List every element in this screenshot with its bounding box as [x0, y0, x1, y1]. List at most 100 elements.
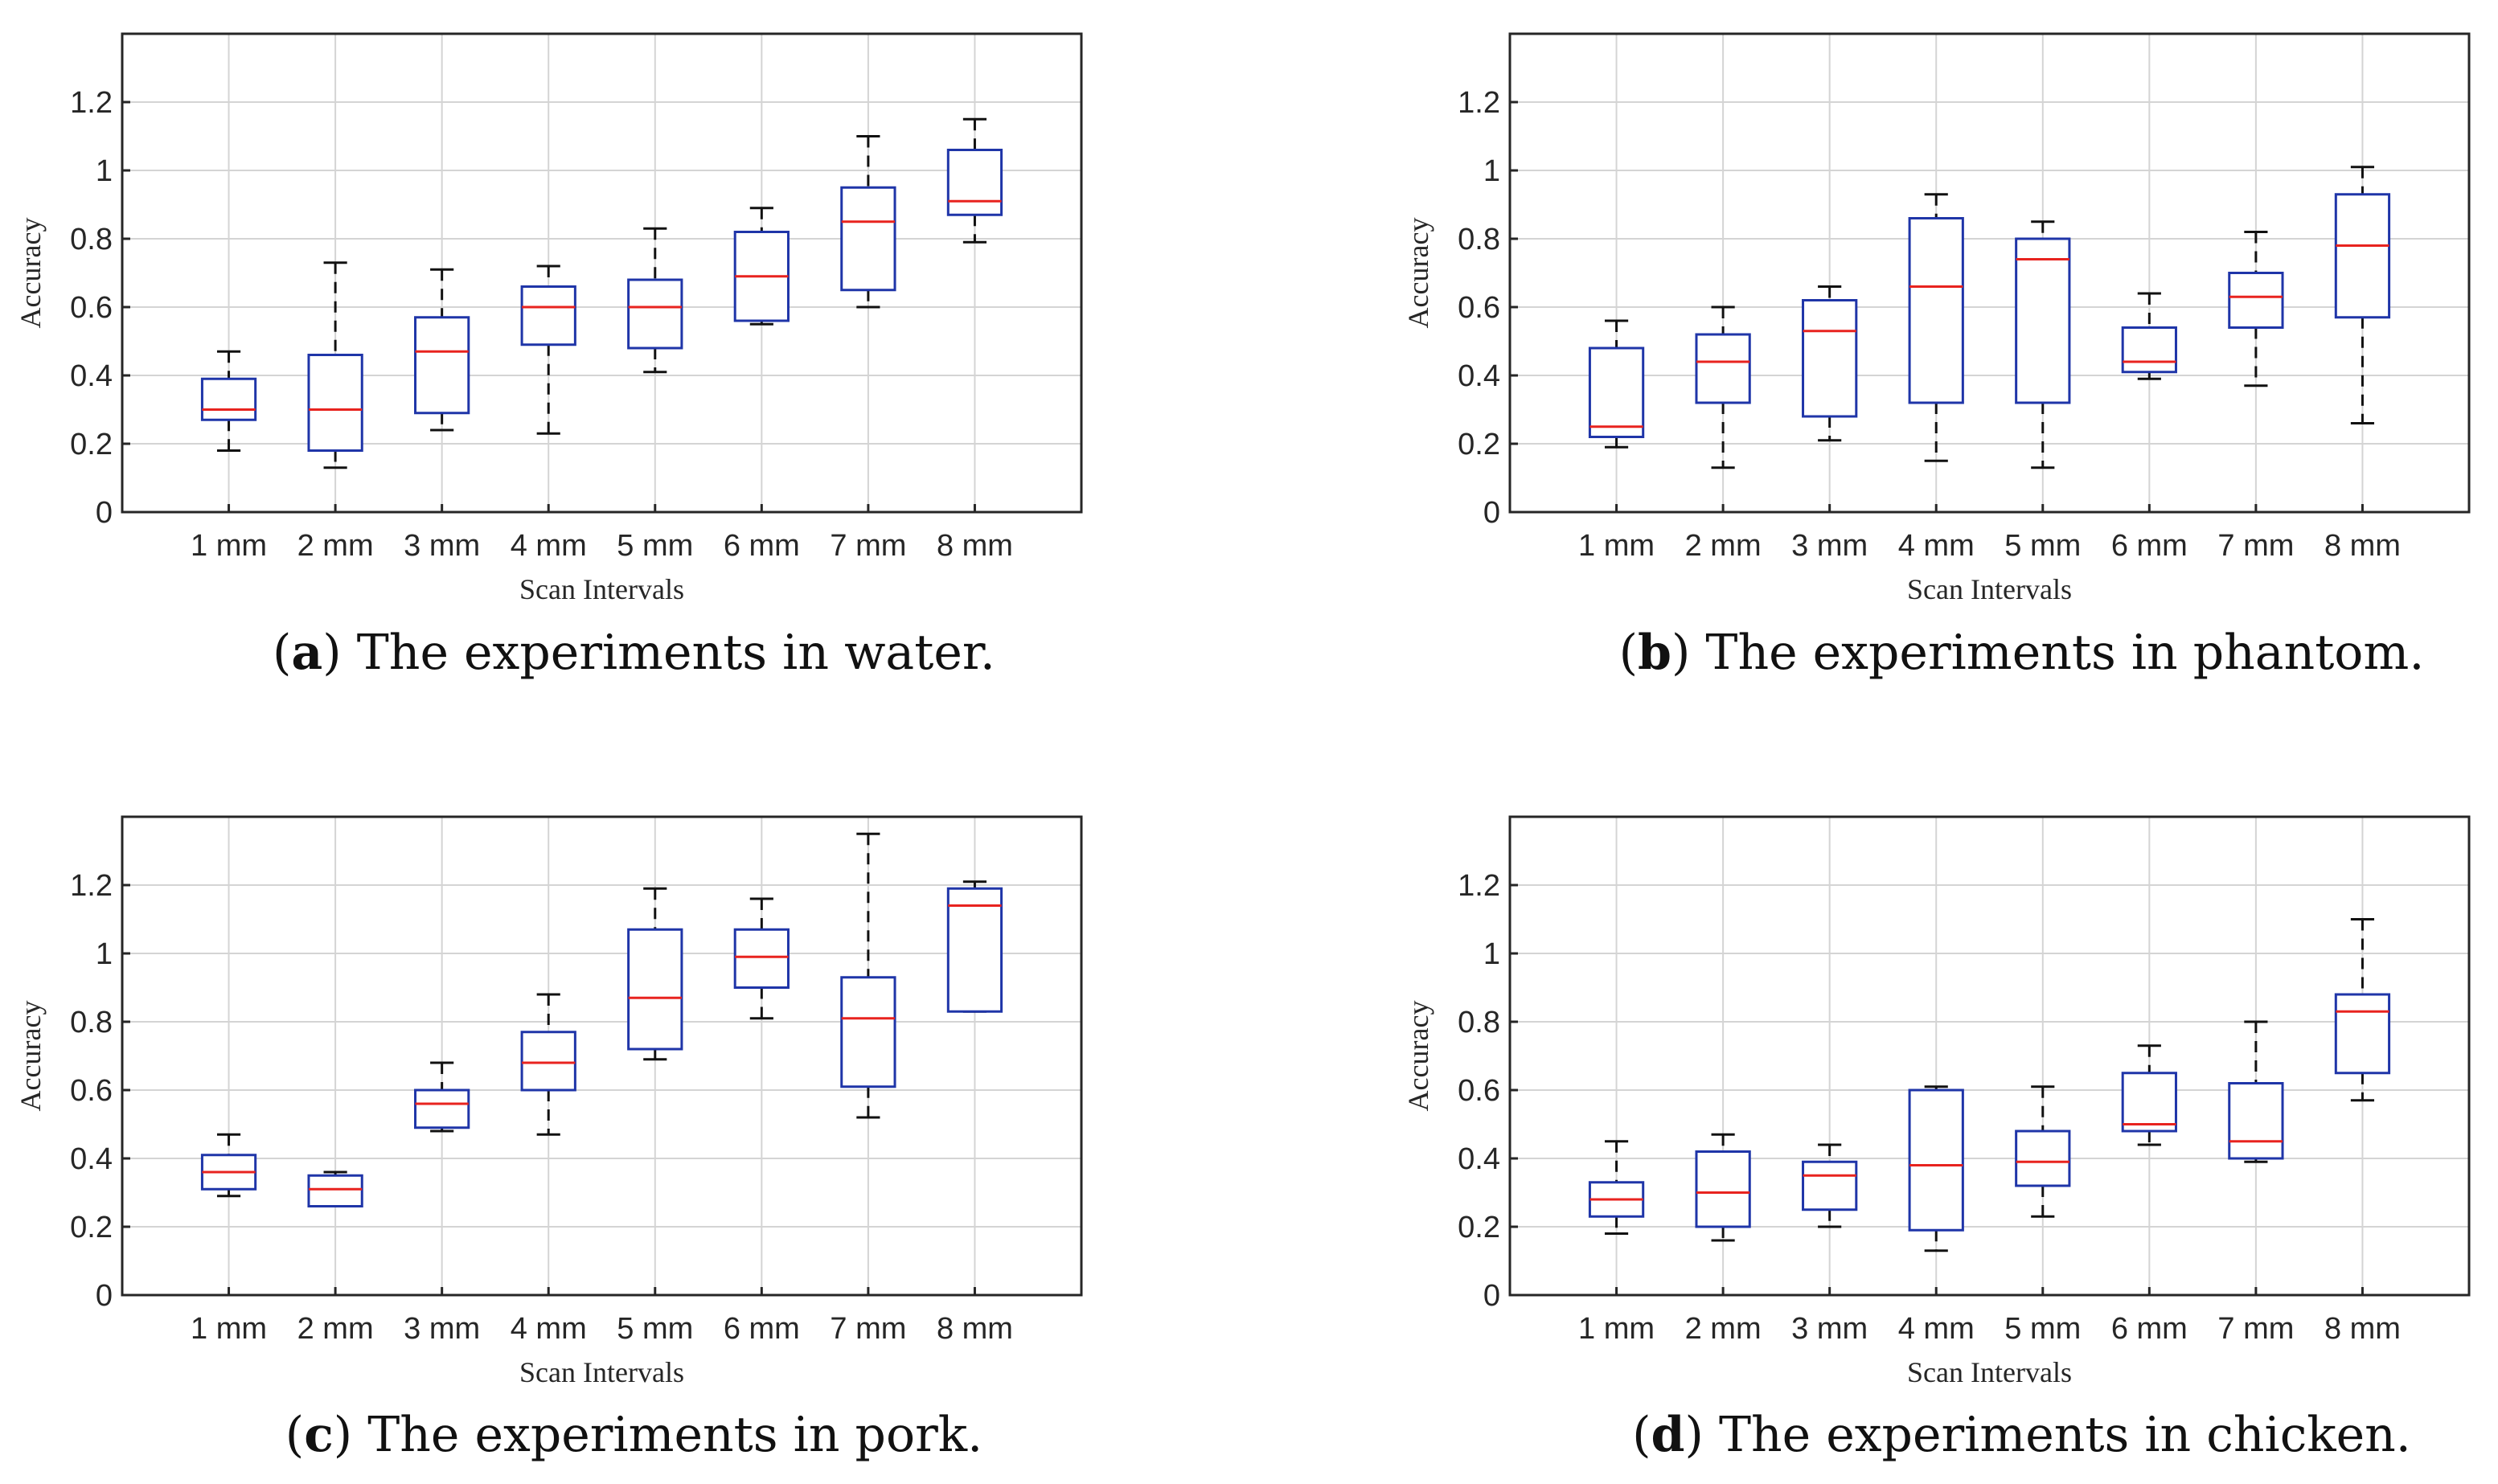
- x-tick-label: 8 mm: [937, 529, 1013, 563]
- y-tick-label: 0.6: [70, 1074, 113, 1108]
- box-2mm: [307, 1170, 363, 1207]
- iqr-box: [414, 1088, 470, 1129]
- x-tick-label: 6 mm: [724, 1312, 800, 1346]
- box-3mm: [414, 1061, 470, 1133]
- box-5mm: [627, 227, 683, 374]
- y-tick-label: 0.2: [70, 428, 113, 461]
- y-tick-label: 0.2: [1458, 1211, 1500, 1244]
- caption-text: ) The experiments in water.: [322, 625, 995, 681]
- box-7mm: [2228, 231, 2284, 387]
- x-axis-title: Scan Intervals: [519, 573, 684, 605]
- x-tick-label: 4 mm: [511, 1312, 587, 1346]
- box-3mm: [414, 268, 470, 432]
- y-tick-label: 1: [1483, 154, 1500, 188]
- chart-panel-b: 0 0.2 0.4 0.6 0.8 1 1.2 1 mm 2 mm 3 mm 4 mm 5 mm 6 m…: [1402, 32, 2471, 681]
- y-tick-label: 1.2: [1458, 869, 1500, 903]
- box-5mm: [2015, 1085, 2071, 1218]
- x-tick-label: 2 mm: [1685, 1312, 1762, 1346]
- y-tick-label: 0.4: [1458, 1142, 1500, 1176]
- y-tick-label: 0: [96, 496, 113, 530]
- y-tick-label: 0.6: [1458, 1074, 1500, 1108]
- x-tick-label: 6 mm: [724, 529, 800, 563]
- iqr-box: [520, 285, 576, 346]
- y-tick-label: 1: [1483, 937, 1500, 971]
- iqr-box: [2121, 326, 2177, 374]
- y-tick-label: 0.2: [70, 1211, 113, 1244]
- iqr-box: [307, 1174, 363, 1207]
- iqr-box: [414, 316, 470, 415]
- y-axis-title: Accuracy: [1402, 1001, 1434, 1112]
- box-3mm: [1802, 1143, 1858, 1228]
- box-5mm: [627, 887, 683, 1061]
- iqr-box: [627, 278, 683, 350]
- box-6mm: [733, 207, 790, 326]
- box-1mm: [200, 350, 257, 452]
- x-tick-label: 3 mm: [404, 1312, 480, 1346]
- x-tick-label: 1 mm: [191, 529, 267, 563]
- y-tick-label: 1.2: [70, 86, 113, 120]
- caption-paren-open: (: [273, 625, 291, 681]
- caption-text: ) The experiments in phantom.: [1671, 625, 2424, 681]
- iqr-box: [2228, 1082, 2284, 1160]
- panel-caption: (c) The experiments in pork.: [285, 1407, 982, 1463]
- plot-frame: [121, 32, 1083, 514]
- x-tick-label: 2 mm: [297, 529, 374, 563]
- caption-text: ) The experiments in pork.: [334, 1407, 982, 1463]
- iqr-box: [2334, 193, 2391, 319]
- x-axis-title: Scan Intervals: [1907, 1356, 2072, 1388]
- iqr-box: [2334, 993, 2391, 1075]
- box-8mm: [2334, 918, 2391, 1102]
- iqr-box: [1695, 1150, 1751, 1228]
- x-tick-label: 3 mm: [1791, 529, 1868, 563]
- box-3mm: [1802, 285, 1858, 442]
- iqr-box: [946, 149, 1003, 216]
- chart-panel-c: 0 0.2 0.4 0.6 0.8 1 1.2 1 mm 2 mm 3 mm 4 mm 5 mm 6 m…: [14, 815, 1083, 1463]
- caption-text: ) The experiments in chicken.: [1684, 1407, 2410, 1463]
- caption-paren-open: (: [1632, 1407, 1651, 1463]
- x-tick-label: 7 mm: [830, 1312, 906, 1346]
- plot-frame: [121, 815, 1083, 1297]
- box-1mm: [1588, 319, 1645, 449]
- box-4mm: [520, 264, 576, 435]
- y-tick-label: 1: [96, 154, 113, 188]
- caption-paren-open: (: [1619, 625, 1638, 681]
- y-tick-label: 0.4: [70, 1142, 113, 1176]
- x-tick-label: 5 mm: [617, 1312, 693, 1346]
- x-tick-label: 3 mm: [404, 529, 480, 563]
- iqr-box: [2228, 272, 2284, 329]
- y-tick-label: 0: [1483, 496, 1500, 530]
- plot-frame: [1508, 815, 2471, 1297]
- iqr-box: [520, 1031, 576, 1092]
- x-axis-title: Scan Intervals: [1907, 573, 2072, 605]
- box-7mm: [840, 135, 896, 309]
- y-axis-title: Accuracy: [14, 1001, 47, 1112]
- box-4mm: [1908, 193, 1964, 462]
- caption-panel-letter: b: [1638, 625, 1671, 681]
- box-2mm: [1695, 1133, 1751, 1242]
- x-tick-label: 2 mm: [1685, 529, 1762, 563]
- panel-caption: (a) The experiments in water.: [273, 625, 995, 681]
- box-6mm: [2121, 292, 2177, 380]
- x-tick-label: 1 mm: [191, 1312, 267, 1346]
- iqr-box: [840, 186, 896, 292]
- x-axis-title: Scan Intervals: [519, 1356, 684, 1388]
- box-1mm: [200, 1133, 257, 1198]
- y-tick-label: 0.4: [70, 359, 113, 393]
- box-5mm: [2015, 220, 2071, 469]
- plot-frame: [1508, 32, 2471, 514]
- iqr-box: [1908, 217, 1964, 404]
- panel-caption: (b) The experiments in phantom.: [1619, 625, 2425, 681]
- caption-panel-letter: d: [1651, 1407, 1685, 1463]
- y-axis-title: Accuracy: [1402, 218, 1434, 329]
- box-6mm: [733, 897, 790, 1020]
- y-tick-label: 0: [96, 1279, 113, 1313]
- x-tick-label: 7 mm: [2217, 529, 2294, 563]
- x-tick-label: 7 mm: [2217, 1312, 2294, 1346]
- x-tick-label: 1 mm: [1578, 529, 1655, 563]
- x-tick-label: 5 mm: [2004, 1312, 2081, 1346]
- box-2mm: [307, 261, 363, 469]
- iqr-box: [733, 928, 790, 989]
- box-8mm: [2334, 166, 2391, 424]
- x-tick-label: 8 mm: [2324, 1312, 2401, 1346]
